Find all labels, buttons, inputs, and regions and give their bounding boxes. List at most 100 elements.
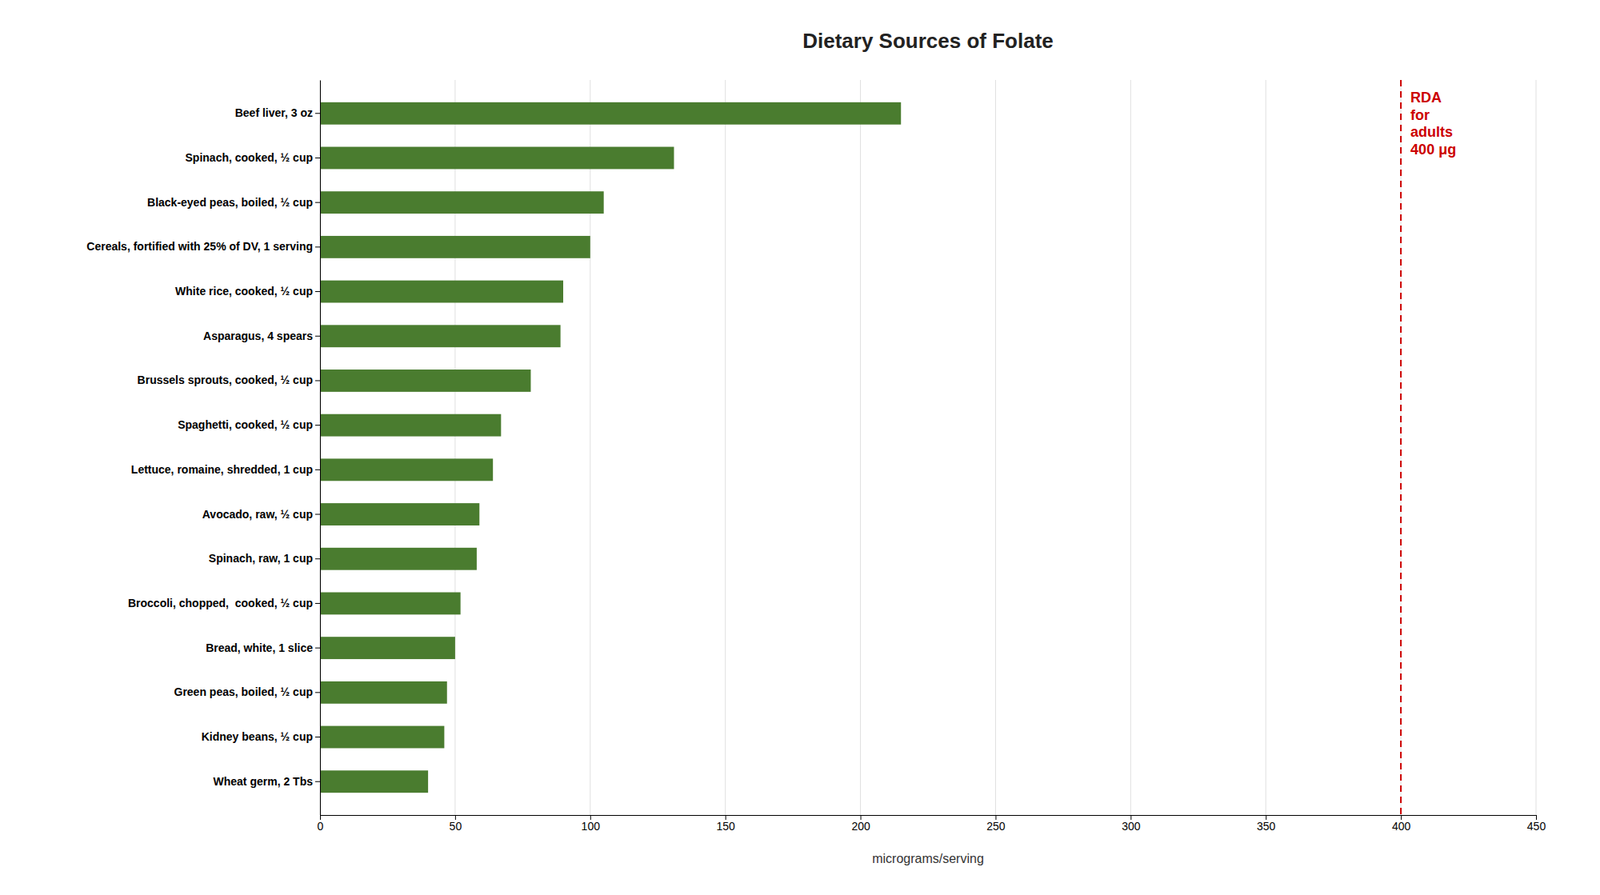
y-tick: Black-eyed peas, boiled, ½ cup xyxy=(147,196,320,209)
grid-line xyxy=(1130,80,1132,816)
bar xyxy=(320,414,501,437)
y-tick-mark xyxy=(315,246,320,248)
y-tick-mark xyxy=(315,692,320,693)
bar xyxy=(320,548,477,571)
y-tick: White rice, cooked, ½ cup xyxy=(175,284,320,298)
y-tick: Wheat germ, 2 Tbs xyxy=(213,775,320,788)
y-tick-label: Spinach, cooked, ½ cup xyxy=(185,151,313,164)
x-tick: 250 xyxy=(986,815,1006,833)
x-tick: 50 xyxy=(449,815,463,833)
grid-line xyxy=(1536,80,1537,816)
grid-line xyxy=(1400,80,1402,816)
bar xyxy=(320,458,493,481)
bar xyxy=(320,147,674,170)
y-tick-label: Broccoli, chopped, cooked, ½ cup xyxy=(128,596,313,610)
y-tick-label: Asparagus, 4 spears xyxy=(203,329,313,343)
y-tick-mark xyxy=(315,736,320,738)
y-tick: Cereals, fortified with 25% of DV, 1 ser… xyxy=(86,240,320,253)
x-tick: 450 xyxy=(1527,815,1547,833)
y-tick-mark xyxy=(315,291,320,292)
y-tick-mark xyxy=(315,781,320,783)
y-tick-label: Green peas, boiled, ½ cup xyxy=(174,685,314,699)
x-tick: 200 xyxy=(851,815,871,833)
grid-line xyxy=(724,80,726,816)
plot: 0 50 100 150 200 250 300 350 400 450 Beef liver, 3… xyxy=(86,80,1546,833)
y-tick: Green peas, boiled, ½ cup xyxy=(174,685,321,699)
bar xyxy=(320,503,480,526)
x-axis: 0 50 100 150 200 250 300 350 400 450 xyxy=(317,815,1547,833)
chart: 0 50 100 150 200 250 300 350 400 450 Beef liver, 3… xyxy=(0,0,1600,895)
y-tick-label: Spaghetti, cooked, ½ cup xyxy=(177,418,313,432)
bar xyxy=(320,681,448,704)
grid-line xyxy=(1265,80,1267,816)
y-tick: Broccoli, chopped, cooked, ½ cup xyxy=(128,596,320,610)
annotation-line: for xyxy=(1410,107,1430,124)
grid-line xyxy=(860,80,861,816)
y-tick: Brussels sprouts, cooked, ½ cup xyxy=(137,373,320,387)
y-tick: Avocado, raw, ½ cup xyxy=(202,508,320,521)
x-tick-label: 350 xyxy=(1256,820,1276,833)
y-tick-label: Wheat germ, 2 Tbs xyxy=(213,775,314,788)
x-tick-label: 250 xyxy=(986,820,1006,833)
y-tick: Spaghetti, cooked, ½ cup xyxy=(177,418,320,432)
x-tick-label: 400 xyxy=(1392,820,1412,833)
bar xyxy=(320,102,901,125)
x-tick-label: 150 xyxy=(716,820,736,833)
x-tick-label: 200 xyxy=(851,820,871,833)
grid-line xyxy=(454,80,456,816)
bar xyxy=(320,280,564,304)
y-tick: Kidney beans, ½ cup xyxy=(201,730,320,744)
annotation-line: 400 μg xyxy=(1410,141,1456,158)
y-tick-mark xyxy=(315,558,320,560)
y-tick-label: Cereals, fortified with 25% of DV, 1 ser… xyxy=(86,240,313,253)
y-tick-label: Avocado, raw, ½ cup xyxy=(202,508,313,521)
x-tick: 300 xyxy=(1121,815,1141,833)
bar xyxy=(320,592,461,616)
y-tick-mark xyxy=(315,336,320,337)
bar xyxy=(320,324,561,348)
y-tick-label: Spinach, raw, 1 cup xyxy=(208,552,313,565)
x-tick-label: 0 xyxy=(317,820,324,833)
y-axis-line xyxy=(320,80,321,816)
y-tick-label: White rice, cooked, ½ cup xyxy=(175,284,313,298)
grid-line xyxy=(320,80,321,816)
x-tick-label: 100 xyxy=(581,820,601,833)
y-tick-mark xyxy=(315,202,320,204)
y-tick: Beef liver, 3 oz xyxy=(235,106,320,120)
grid xyxy=(320,80,1536,816)
annotation-text: RDAforadults400 μg xyxy=(1410,89,1456,158)
y-tick-mark xyxy=(315,380,320,381)
x-tick-label: 450 xyxy=(1527,820,1547,833)
y-tick-label: Bread, white, 1 slice xyxy=(205,641,313,655)
bar xyxy=(320,770,428,793)
x-axis-line xyxy=(320,816,1537,821)
grid-line xyxy=(589,80,591,816)
bar xyxy=(320,369,531,392)
x-tick-label: 300 xyxy=(1121,820,1141,833)
bar xyxy=(320,191,604,214)
y-tick-label: Lettuce, romaine, shredded, 1 cup xyxy=(131,463,313,476)
x-tick: 400 xyxy=(1392,815,1412,833)
y-tick: Lettuce, romaine, shredded, 1 cup xyxy=(131,463,320,476)
x-tick-label: 50 xyxy=(449,820,463,833)
annotation-line: RDA xyxy=(1410,89,1442,106)
bar xyxy=(320,236,591,259)
x-axis-title: micrograms/serving xyxy=(872,852,984,866)
y-tick: Spinach, cooked, ½ cup xyxy=(185,151,320,164)
annotation: RDAforadults400 μg xyxy=(1406,85,1460,162)
grid-line xyxy=(995,80,996,816)
y-axis: Beef liver, 3 oz Spinach, cooked, ½ cup Bl… xyxy=(86,80,320,816)
x-tick: 350 xyxy=(1256,815,1276,833)
y-tick-mark xyxy=(315,514,320,516)
y-tick-label: Brussels sprouts, cooked, ½ cup xyxy=(137,373,313,387)
annotation-background xyxy=(1406,85,1460,162)
y-tick-mark xyxy=(315,157,320,159)
y-tick-mark xyxy=(315,469,320,471)
y-tick-mark xyxy=(315,648,320,649)
bar xyxy=(320,636,456,660)
title: Dietary Sources of Folate xyxy=(802,28,1054,53)
y-tick-mark xyxy=(315,603,320,604)
annotation-line: adults xyxy=(1410,124,1453,140)
y-tick: Bread, white, 1 slice xyxy=(205,641,320,655)
x-tick: 0 xyxy=(317,815,324,833)
